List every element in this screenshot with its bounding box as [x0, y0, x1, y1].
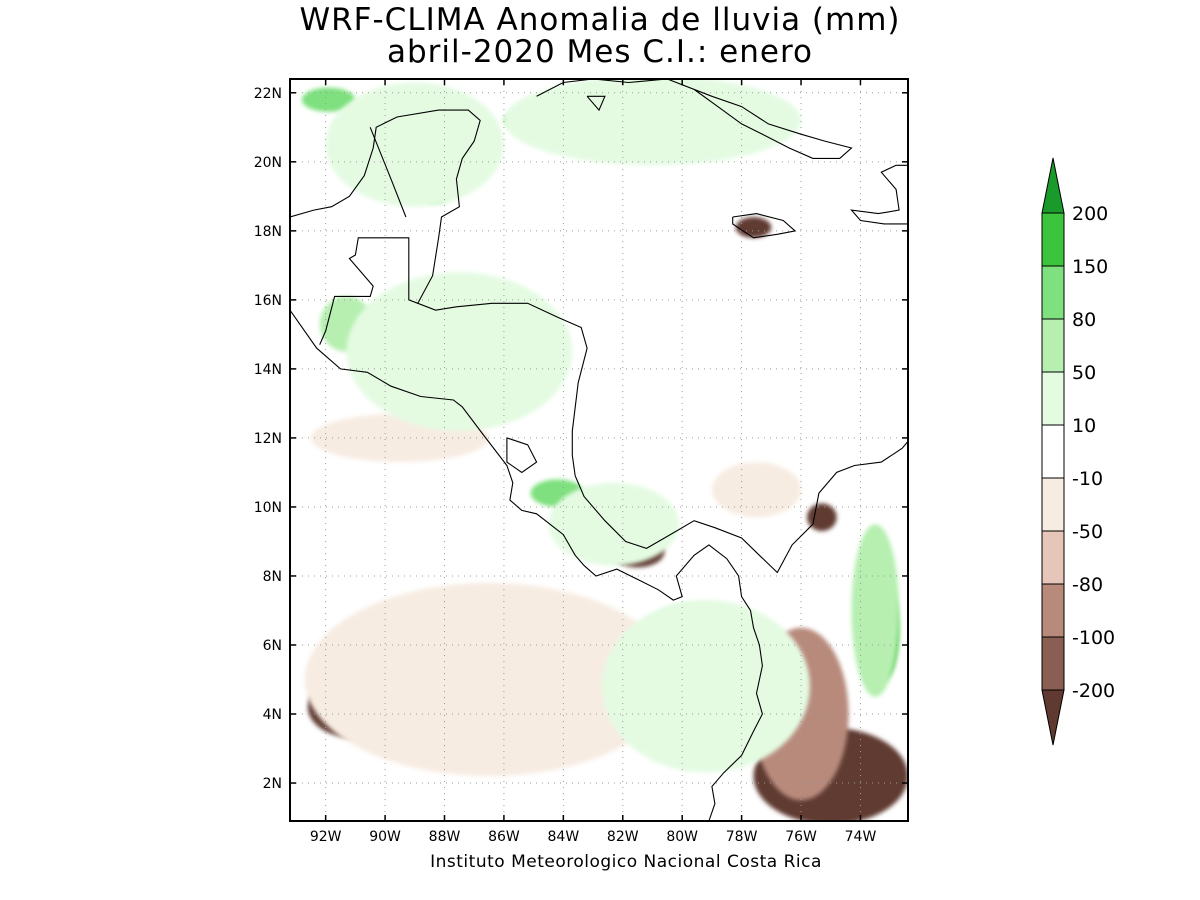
map-frame [289, 78, 909, 822]
legend-swatch [1041, 212, 1065, 267]
legend-label: 80 [1072, 309, 1096, 331]
coastline-jamaica [732, 213, 797, 239]
lat-tick-label: 8N [263, 569, 282, 585]
coastlines [290, 79, 908, 821]
lat-tick-label: 2N [263, 776, 282, 792]
anomaly-region-light-dry [711, 462, 802, 518]
legend-swatch [1041, 265, 1065, 320]
lat-tick-label: 12N [254, 431, 282, 447]
anomaly-region-wet [301, 87, 356, 112]
legend-swatch [1041, 530, 1065, 585]
legend-swatch [1041, 636, 1065, 691]
lon-tick-label: 92W [310, 829, 342, 845]
legend-swatch [1041, 371, 1065, 426]
coastline-yucatan-gulf-coast [290, 109, 908, 574]
lon-tick-label: 80W [666, 829, 698, 845]
lon-tick-label: 78W [726, 829, 758, 845]
anomaly-region-faint-wet [503, 79, 801, 166]
legend-label: -50 [1072, 521, 1103, 543]
anomaly-region-faint-wet [601, 600, 810, 773]
lon-tick-label: 74W [845, 829, 877, 845]
legend-label: -80 [1072, 574, 1103, 596]
legend-label: 200 [1072, 203, 1108, 225]
legend-label: -100 [1072, 627, 1115, 649]
lat-tick-label: 22N [254, 86, 282, 102]
anomaly-region-faint-wet [346, 272, 573, 432]
color-legend: 200 150 80 50 10 -10 -50 -80 -100 -200 [1041, 157, 1115, 746]
legend-label: 50 [1072, 362, 1096, 384]
map-title: WRF-CLIMA Anomalia de lluvia (mm) [299, 2, 901, 38]
lat-tick-label: 20N [254, 155, 282, 171]
anomaly-region-strong-dry [806, 503, 837, 532]
coastline-guatemala-border [319, 237, 418, 345]
coastline-yucatan-interior-1 [369, 127, 407, 218]
anomaly-field [301, 79, 908, 821]
legend-swatch-top [1041, 157, 1065, 214]
legend-label: -10 [1072, 468, 1103, 490]
lat-tick-label: 10N [254, 500, 282, 516]
lon-tick-label: 90W [369, 829, 401, 845]
lat-tick-label: 14N [254, 362, 282, 378]
lon-tick-label: 88W [429, 829, 461, 845]
map-subtitle: abril-2020 Mes C.I.: enero [386, 34, 814, 70]
legend-label: -200 [1072, 680, 1115, 702]
coastline-hispaniola [850, 164, 908, 225]
legend-swatch [1041, 318, 1065, 373]
coastline-cuba [536, 79, 853, 159]
institution-credit: Instituto Meteorologico Nacional Costa R… [430, 852, 822, 872]
axis-ticks: 2N 4N 6N 8N 10N 12N 14N 16N 18N 20N 22N 92W 90W 88W 86… [254, 79, 908, 845]
graticule [290, 79, 908, 821]
legend-swatch [1041, 424, 1065, 479]
coastline-pacific-coast [290, 309, 763, 821]
anomaly-region-strong-dry [735, 217, 772, 238]
anomaly-region-light-wet [851, 524, 900, 697]
lon-tick-label: 76W [785, 829, 817, 845]
lon-tick-label: 86W [488, 829, 520, 845]
anomaly-region-faint-wet [548, 482, 680, 566]
lon-tick-label: 82W [607, 829, 639, 845]
map-panel: 2N 4N 6N 8N 10N 12N 14N 16N 18N 20N 22N 92W 90W 88W 86… [254, 78, 909, 845]
anomaly-region-faint-wet [325, 82, 504, 207]
legend-label: 10 [1072, 415, 1096, 437]
lat-tick-label: 4N [263, 707, 282, 723]
lon-tick-label: 84W [548, 829, 580, 845]
coastline-isla-juventud [586, 95, 606, 112]
anomaly-region-light-dry [304, 582, 674, 777]
legend-swatch [1041, 583, 1065, 638]
lat-tick-label: 6N [263, 638, 282, 654]
lat-tick-label: 16N [254, 293, 282, 309]
legend-label: 150 [1072, 256, 1108, 278]
legend-swatch-bottom [1041, 689, 1065, 746]
legend-swatch [1041, 477, 1065, 532]
coastline-lake-nicaragua [506, 437, 538, 474]
lat-tick-label: 18N [254, 224, 282, 240]
